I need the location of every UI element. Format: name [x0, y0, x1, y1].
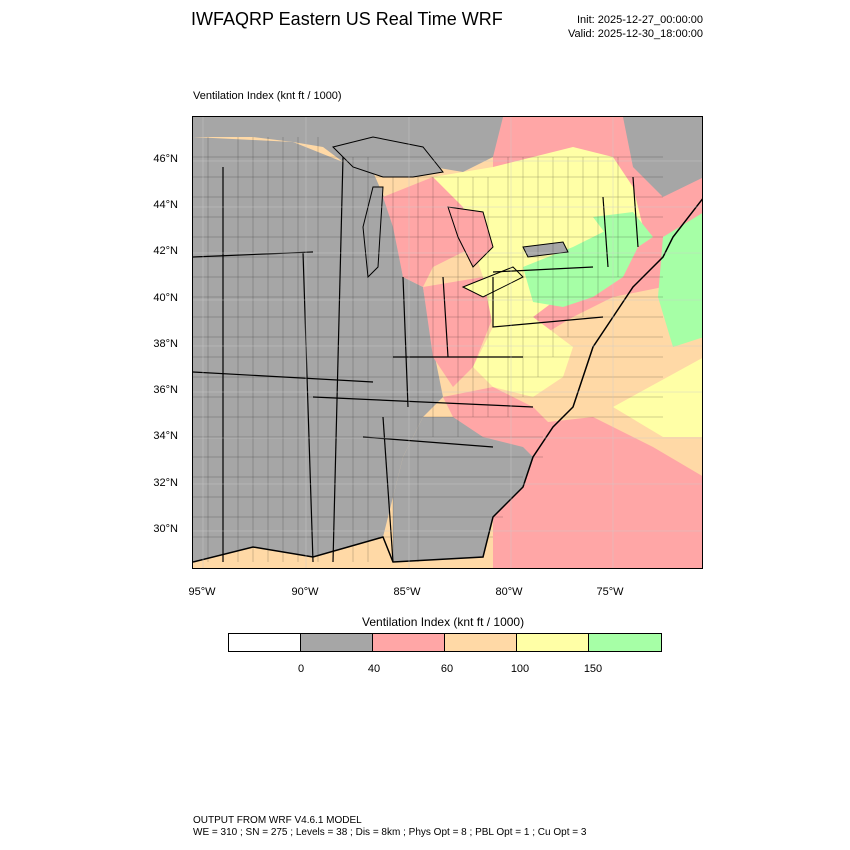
colorbar-title: Ventilation Index (knt ft / 1000) [362, 615, 525, 629]
model-info: OUTPUT FROM WRF V4.6.1 MODEL WE = 310 ; … [193, 815, 586, 839]
run-times: Init: 2025-12-27_00:00:00 Valid: 2025-12… [568, 13, 703, 41]
lon-label-75: 75°W [596, 586, 624, 598]
colorbar-swatch [373, 634, 445, 651]
lon-label-80: 80°W [495, 586, 523, 598]
colorbar-swatch [301, 634, 373, 651]
colorbar-swatch [517, 634, 589, 651]
colorbar-tick: 0 [297, 663, 305, 675]
lat-label-46: 46°N [153, 153, 178, 165]
model-version: OUTPUT FROM WRF V4.6.1 MODEL [193, 815, 362, 826]
michigan-pink [383, 177, 473, 287]
land-gray-southeast [393, 417, 533, 562]
graticule [193, 117, 702, 568]
lat-label-30: 30°N [153, 523, 178, 535]
variable-label: Ventilation Index (knt ft / 1000) [193, 90, 342, 102]
model-config: WE = 310 ; SN = 275 ; Levels = 38 ; Dis … [193, 827, 587, 838]
lon-label-90: 90°W [291, 586, 319, 598]
lat-label-40: 40°N [153, 292, 178, 304]
ocean-pink-south [493, 417, 702, 568]
colorbar-tick: 40 [367, 663, 381, 675]
lat-label-34: 34°N [153, 430, 178, 442]
valid-time: Valid: 2025-12-30_18:00:00 [568, 28, 703, 40]
colorbar-tick: 100 [510, 663, 530, 675]
lat-label-38: 38°N [153, 338, 178, 350]
init-time: Init: 2025-12-27_00:00:00 [577, 14, 703, 26]
lat-label-32: 32°N [153, 477, 178, 489]
map-panel [192, 116, 703, 569]
chart-title: IWFAQRP Eastern US Real Time WRF [191, 9, 503, 29]
lat-label-42: 42°N [153, 245, 178, 257]
lat-label-36: 36°N [153, 384, 178, 396]
county-lines [193, 137, 663, 562]
map-svg [193, 117, 702, 568]
colorbar [228, 633, 662, 652]
lon-label-95: 95°W [188, 586, 216, 598]
colorbar-swatch [589, 634, 661, 651]
colorbar-tick: 150 [583, 663, 603, 675]
colorbar-swatch [445, 634, 517, 651]
ocean-yellow-region [613, 358, 702, 437]
colorbar-swatch [229, 634, 301, 651]
colorbar-tick: 60 [440, 663, 454, 675]
lon-label-85: 85°W [393, 586, 421, 598]
lat-label-44: 44°N [153, 199, 178, 211]
